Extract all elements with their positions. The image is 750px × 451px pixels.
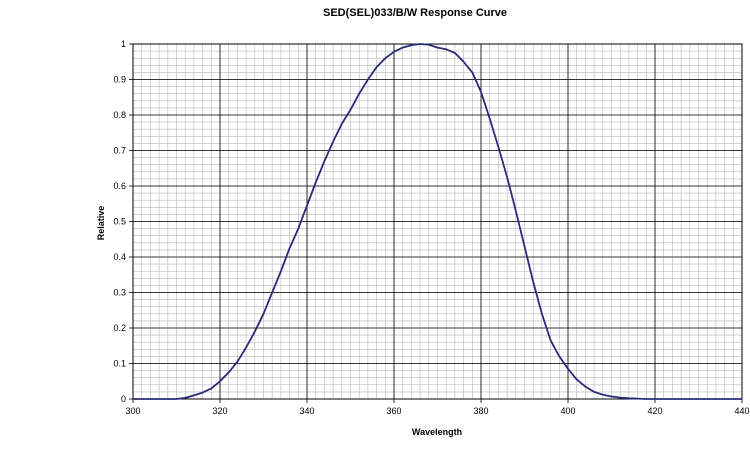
y-tick-label: 0 (121, 394, 126, 404)
y-tick-label: 0.9 (113, 75, 126, 85)
x-tick-label: 440 (734, 406, 749, 416)
y-tick-label: 0.6 (113, 181, 126, 191)
response-curve-line (133, 43, 742, 400)
x-tick-label: 300 (125, 406, 140, 416)
y-tick-label: 1 (121, 39, 126, 49)
y-axis-ticks: 0 0.1 0.2 0.3 0.4 0.5 0.6 0.7 0.8 0.9 1 (113, 39, 133, 404)
y-tick-label: 0.5 (113, 217, 126, 227)
x-axis-label: Wavelength (412, 427, 462, 437)
y-tick-label: 0.8 (113, 110, 126, 120)
y-tick-label: 0.7 (113, 146, 126, 156)
x-tick-label: 400 (560, 406, 575, 416)
y-tick-label: 0.4 (113, 252, 126, 262)
y-tick-label: 0.2 (113, 323, 126, 333)
y-axis-label: Relative (96, 206, 106, 241)
x-tick-label: 320 (212, 406, 227, 416)
y-tick-label: 0.1 (113, 359, 126, 369)
x-tick-label: 420 (647, 406, 662, 416)
x-tick-label: 380 (473, 406, 488, 416)
x-tick-label: 360 (386, 406, 401, 416)
y-tick-label: 0.3 (113, 288, 126, 298)
x-tick-label: 340 (299, 406, 314, 416)
chart-title: SED(SEL)033/B/W Response Curve (323, 7, 507, 19)
x-axis-ticks: 300 320 340 360 380 400 420 440 (125, 399, 750, 416)
